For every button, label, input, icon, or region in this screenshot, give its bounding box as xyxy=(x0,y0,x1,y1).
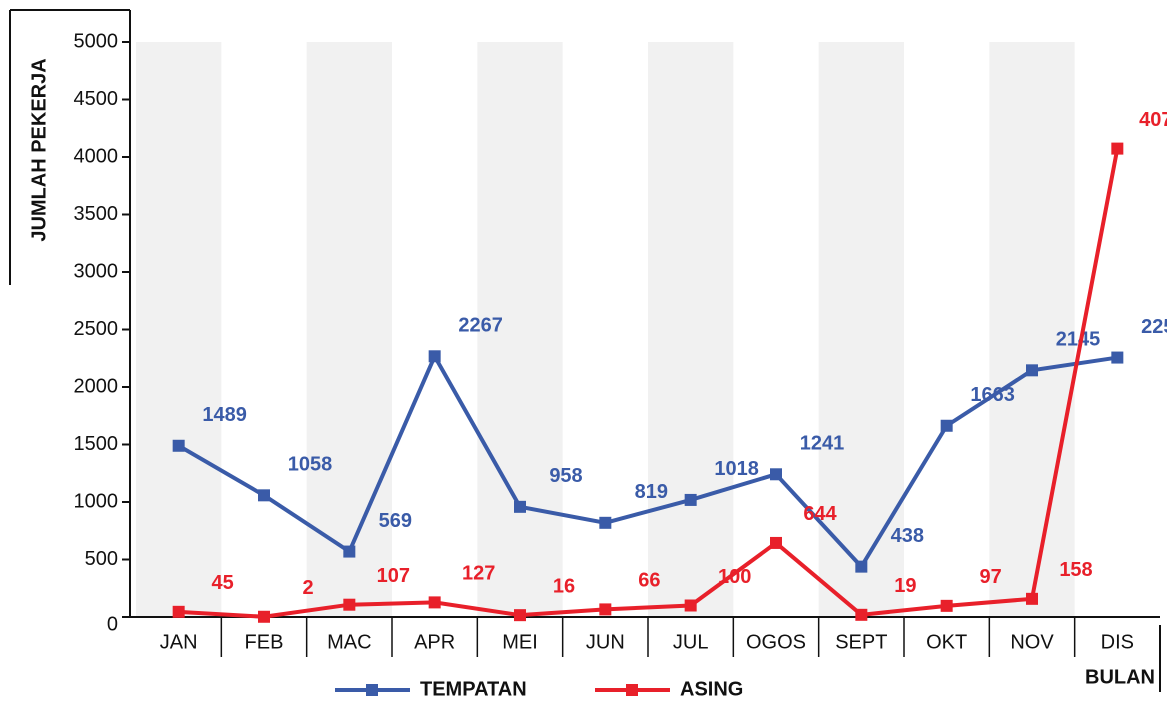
data-label: 100 xyxy=(718,566,751,588)
y-tick-label: 1000 xyxy=(74,490,119,512)
x-axis-label: BULAN xyxy=(1085,666,1155,688)
marker xyxy=(1111,351,1124,364)
y-axis-label: JUMLAH PEKERJA xyxy=(28,58,50,241)
y-tick-label: 4000 xyxy=(74,145,119,167)
data-label: 1663 xyxy=(970,384,1015,406)
data-label: 1018 xyxy=(714,458,759,480)
marker xyxy=(514,609,526,622)
y-tick-label: 3500 xyxy=(74,203,119,225)
x-tick-label: FEB xyxy=(245,631,284,653)
y-tick-label: 1500 xyxy=(74,433,119,455)
x-tick-label: JAN xyxy=(160,631,198,653)
data-label: 127 xyxy=(462,563,495,585)
data-label: 1241 xyxy=(800,433,845,455)
band xyxy=(989,42,1075,617)
series-line xyxy=(178,148,1120,619)
y-tick-label: 500 xyxy=(85,548,118,570)
data-label: 16 xyxy=(553,575,575,597)
marker xyxy=(599,603,612,616)
marker xyxy=(258,610,270,623)
marker xyxy=(855,560,868,573)
marker xyxy=(770,536,782,549)
legend-marker xyxy=(626,684,638,696)
marker xyxy=(258,489,270,502)
x-tick-label: JUN xyxy=(586,631,625,653)
marker xyxy=(940,419,953,432)
data-label: 19 xyxy=(894,575,916,597)
x-tick-label: NOV xyxy=(1010,631,1054,653)
data-label: 158 xyxy=(1059,559,1092,581)
marker xyxy=(172,605,185,618)
data-label: 438 xyxy=(891,525,924,547)
legend-label: ASING xyxy=(680,678,743,700)
data-label: 569 xyxy=(379,510,412,532)
marker xyxy=(428,350,441,363)
x-tick-label: OGOS xyxy=(746,631,806,653)
band xyxy=(136,42,222,617)
legend-marker xyxy=(366,684,378,696)
marker xyxy=(514,500,526,513)
data-label: 107 xyxy=(377,565,410,587)
data-label: 66 xyxy=(638,570,660,592)
marker xyxy=(1026,592,1038,605)
data-label: 644 xyxy=(803,503,837,525)
marker xyxy=(770,468,782,481)
y-tick-label: 2500 xyxy=(74,318,119,340)
marker xyxy=(855,608,868,621)
x-tick-label: OKT xyxy=(926,631,967,653)
marker xyxy=(684,493,697,506)
y-tick-label: 4500 xyxy=(74,88,119,110)
marker xyxy=(343,598,356,611)
marker xyxy=(684,599,697,612)
marker xyxy=(172,439,185,452)
marker xyxy=(343,545,356,558)
series-line xyxy=(177,351,1118,570)
marker xyxy=(428,596,441,609)
band xyxy=(306,42,392,617)
data-label: 1489 xyxy=(202,404,247,426)
y-tick-label: 5000 xyxy=(74,30,119,52)
x-tick-label: MEI xyxy=(502,631,538,653)
x-tick-label: JUL xyxy=(673,631,709,653)
data-label: 2256 xyxy=(1141,316,1167,338)
y-tick-label: 0 xyxy=(107,613,118,635)
data-label: 2145 xyxy=(1056,329,1101,351)
x-tick-label: SEPT xyxy=(835,631,887,653)
data-label: 4073 xyxy=(1139,109,1167,131)
x-tick-label: APR xyxy=(414,631,455,653)
y-tick-label: 3000 xyxy=(74,260,119,282)
data-label: 2267 xyxy=(458,315,503,337)
x-tick-label: DIS xyxy=(1101,631,1134,653)
data-label: 45 xyxy=(212,572,234,594)
marker xyxy=(940,599,953,612)
marker xyxy=(1111,142,1124,155)
data-label: 819 xyxy=(635,481,668,503)
data-label: 1058 xyxy=(288,454,333,476)
band xyxy=(648,42,734,617)
x-tick-label: MAC xyxy=(327,631,371,653)
y-tick-label: 2000 xyxy=(74,375,119,397)
data-label: 958 xyxy=(549,465,582,487)
band xyxy=(477,42,563,617)
data-label: 97 xyxy=(980,566,1002,588)
data-label: 2 xyxy=(302,577,313,599)
marker xyxy=(599,516,612,529)
legend-label: TEMPATAN xyxy=(420,678,527,700)
marker xyxy=(1026,364,1038,377)
